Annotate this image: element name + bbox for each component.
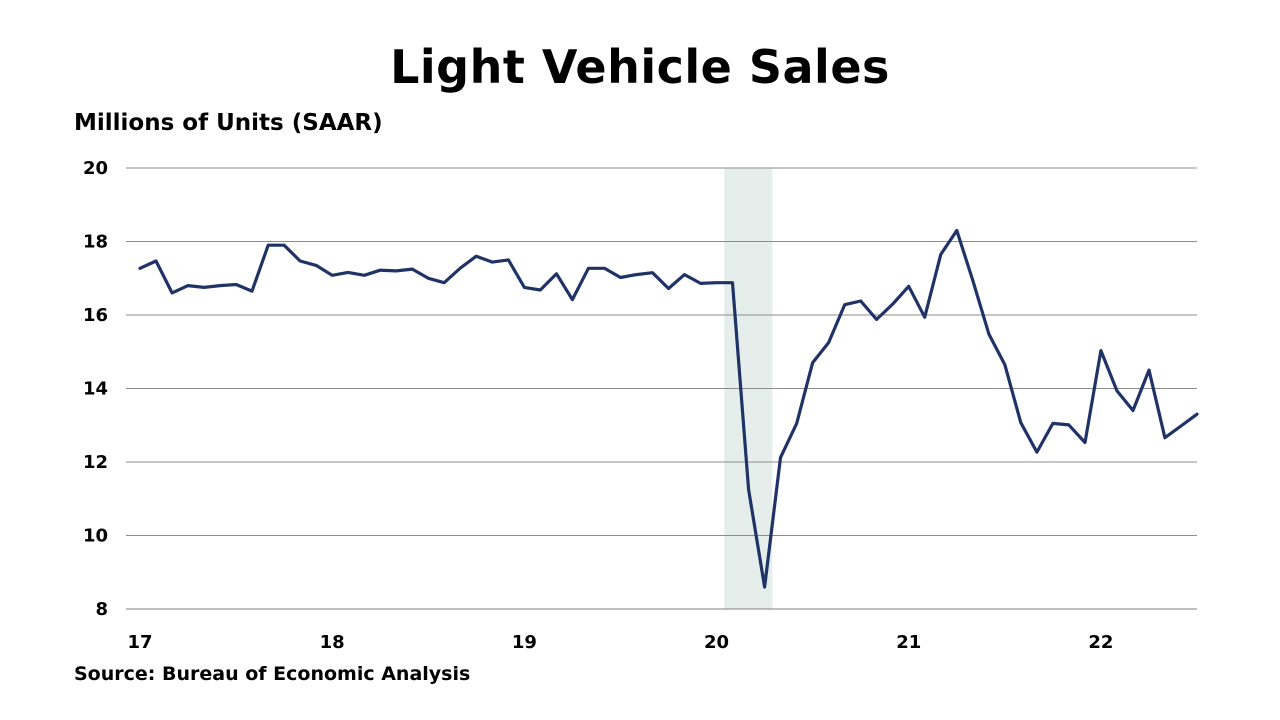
series-layer (138, 228, 1199, 589)
y-tick-label-12: 12 (83, 452, 108, 473)
x-tick-label-17: 17 (127, 632, 152, 653)
source-note: Source: Bureau of Economic Analysis (74, 663, 471, 685)
x-tick-label-19: 19 (512, 632, 537, 653)
x-tick-label-20: 20 (704, 632, 729, 653)
y-tick-label-18: 18 (83, 232, 108, 253)
x-tick-label-18: 18 (320, 632, 345, 653)
series-line-0 (138, 228, 1199, 589)
y-tick-label-20: 20 (83, 158, 108, 179)
y-tick-label-14: 14 (83, 379, 108, 400)
y-tick-label-8: 8 (95, 599, 108, 620)
x-tick-label-21: 21 (896, 632, 921, 653)
y-tick-label-10: 10 (83, 526, 108, 547)
y-tick-labels: 8 10 12 14 16 18 20 (83, 158, 108, 620)
y-axis-label: Millions of Units (SAAR) (74, 110, 383, 136)
chart-title: Light Vehicle Sales (390, 40, 890, 94)
x-tick-labels: 17 18 19 20 21 22 (127, 632, 1113, 653)
x-tick-label-22: 22 (1088, 632, 1113, 653)
gridlines (126, 167, 1197, 610)
y-tick-label-16: 16 (83, 305, 108, 326)
